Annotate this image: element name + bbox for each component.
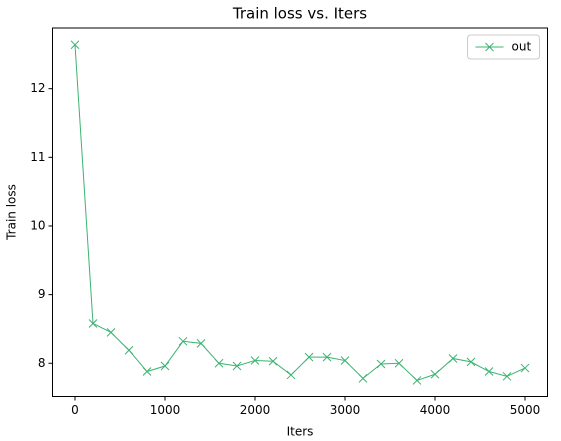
- marker: [304, 352, 314, 362]
- marker: [142, 367, 152, 376]
- marker: [178, 336, 188, 346]
- marker: [466, 357, 476, 367]
- marker: [322, 352, 332, 362]
- marker: [88, 319, 98, 328]
- y-tick-label: 8: [38, 356, 46, 370]
- y-tick-label: 9: [38, 287, 46, 301]
- marker: [520, 363, 530, 373]
- x-tick-label: 5000: [510, 403, 541, 417]
- marker: [340, 356, 350, 365]
- marker: [448, 354, 458, 363]
- marker: [106, 328, 116, 337]
- x-tick-label: 3000: [330, 403, 361, 417]
- marker: [268, 356, 278, 366]
- y-axis-label: Train loss: [5, 184, 19, 241]
- marker: [70, 40, 80, 50]
- legend-label: out: [512, 40, 532, 54]
- x-tick-label: 0: [71, 403, 79, 417]
- marker: [376, 359, 386, 369]
- marker: [250, 356, 260, 365]
- y-tick-label: 12: [30, 81, 45, 95]
- marker: [124, 345, 134, 355]
- plot-frame: [52, 27, 548, 397]
- marker: [394, 358, 404, 368]
- x-tick-label: 4000: [420, 403, 451, 417]
- marker: [232, 361, 242, 371]
- y-tick-label: 11: [30, 150, 45, 164]
- line: [74, 44, 526, 382]
- marker: [430, 369, 440, 379]
- marker: [286, 370, 296, 380]
- chart-title: Train loss vs. Iters: [232, 5, 367, 23]
- marker: [412, 376, 422, 385]
- marker: [196, 339, 206, 348]
- marker: [160, 361, 170, 371]
- x-tick-label: 1000: [150, 403, 181, 417]
- x-axis-label: Iters: [287, 425, 314, 439]
- y-tick-label: 10: [30, 218, 45, 232]
- marker: [502, 371, 512, 381]
- x-tick-label: 2000: [240, 403, 271, 417]
- marker: [214, 358, 224, 368]
- marker: [358, 374, 368, 383]
- marker: [484, 367, 494, 376]
- marker: [485, 42, 494, 52]
